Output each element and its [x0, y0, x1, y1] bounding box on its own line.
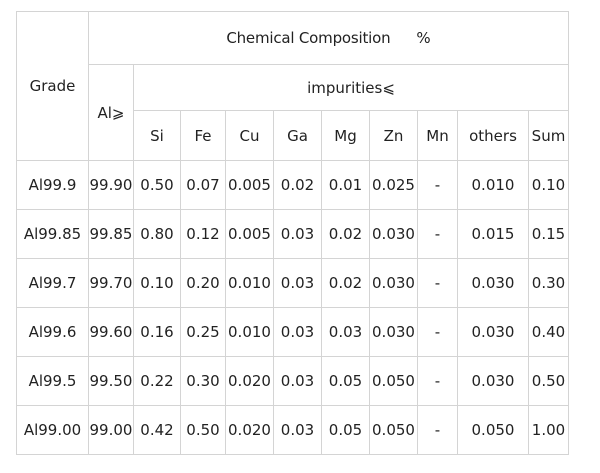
column-header-si: Si	[133, 110, 181, 161]
table-row: Al99.9 99.90 0.50 0.07 0.005 0.02 0.01 0.025-0.…	[16, 160, 569, 210]
table-row: Al99.6 99.60 0.16 0.25 0.010 0.03 0.03 0.030-0.…	[16, 307, 569, 357]
cell-sum: 0.50	[528, 356, 569, 406]
cell-cu: 0.005	[225, 209, 274, 259]
cell-ga: 0.03	[273, 307, 322, 357]
cell-zn: 0.050	[369, 405, 418, 455]
table-row: Al99.5 99.50 0.22 0.30 0.020 0.03 0.05 0.050-0.…	[16, 356, 569, 406]
column-header-ga: Ga	[273, 110, 322, 161]
cell-grade: Al99.00	[16, 405, 89, 455]
cell-grade: Al99.5	[16, 356, 89, 406]
cell-fe: 0.30	[180, 356, 226, 406]
composition-title-cell: Chemical Composition%	[88, 11, 569, 65]
cell-si: 0.10	[133, 258, 181, 308]
cell-ga: 0.03	[273, 356, 322, 406]
cell-si: 0.16	[133, 307, 181, 357]
cell-cu: 0.020	[225, 356, 274, 406]
table-body: Al99.9 99.90 0.50 0.07 0.005 0.02 0.01 0.025-0.…	[16, 160, 569, 455]
table-row: Al99.00 99.00 0.42 0.50 0.020 0.03 0.05 0.050-0…	[16, 405, 569, 455]
cell-zn: 0.030	[369, 307, 418, 357]
cell-mg: 0.01	[321, 160, 370, 210]
header-row-title: Grade Chemical Composition%	[16, 11, 569, 161]
header-row-elements: Si Fe Cu Ga Mg Zn Mn others Sum	[17, 110, 569, 161]
cell-grade: Al99.9	[16, 160, 89, 210]
composition-title: Chemical Composition	[226, 29, 391, 47]
cell-sum: 0.15	[528, 209, 569, 259]
al-header: Al⩾	[88, 64, 134, 161]
header-row-impurities: Al⩾ impurities⩽	[17, 64, 569, 161]
cell-al: 99.90	[88, 160, 134, 210]
cell-mn: -	[417, 160, 458, 210]
grade-header: Grade	[16, 11, 89, 161]
cell-sum: 0.30	[528, 258, 569, 308]
cell-ga: 0.02	[273, 160, 322, 210]
cell-others: 0.030	[457, 258, 529, 308]
impurities-header: impurities⩽	[133, 64, 569, 111]
cell-mg: 0.03	[321, 307, 370, 357]
cell-ga: 0.03	[273, 258, 322, 308]
cell-zn: 0.050	[369, 356, 418, 406]
cell-si: 0.42	[133, 405, 181, 455]
column-header-zn: Zn	[369, 110, 418, 161]
cell-al: 99.85	[88, 209, 134, 259]
cell-fe: 0.12	[180, 209, 226, 259]
cell-si: 0.50	[133, 160, 181, 210]
cell-mg: 0.05	[321, 405, 370, 455]
cell-cu: 0.010	[225, 307, 274, 357]
cell-zn: 0.030	[369, 209, 418, 259]
cell-zn: 0.025	[369, 160, 418, 210]
cell-grade: Al99.7	[16, 258, 89, 308]
cell-mn: -	[417, 258, 458, 308]
column-header-sum: Sum	[528, 110, 569, 161]
cell-mn: -	[417, 405, 458, 455]
cell-others: 0.030	[457, 356, 529, 406]
column-header-mn: Mn	[417, 110, 458, 161]
column-header-mg: Mg	[321, 110, 370, 161]
cell-al: 99.70	[88, 258, 134, 308]
cell-zn: 0.030	[369, 258, 418, 308]
column-header-cu: Cu	[225, 110, 274, 161]
cell-mn: -	[417, 356, 458, 406]
cell-mg: 0.02	[321, 258, 370, 308]
cell-al: 99.00	[88, 405, 134, 455]
cell-sum: 0.40	[528, 307, 569, 357]
cell-others: 0.010	[457, 160, 529, 210]
cell-grade: Al99.85	[16, 209, 89, 259]
cell-fe: 0.25	[180, 307, 226, 357]
cell-fe: 0.20	[180, 258, 226, 308]
cell-mg: 0.02	[321, 209, 370, 259]
cell-mn: -	[417, 307, 458, 357]
cell-si: 0.22	[133, 356, 181, 406]
cell-fe: 0.50	[180, 405, 226, 455]
column-header-fe: Fe	[180, 110, 226, 161]
cell-others: 0.015	[457, 209, 529, 259]
cell-others: 0.030	[457, 307, 529, 357]
column-header-others: others	[457, 110, 529, 161]
cell-mg: 0.05	[321, 356, 370, 406]
composition-table: Grade Chemical Composition% Al⩾ impuriti…	[16, 11, 569, 455]
cell-cu: 0.005	[225, 160, 274, 210]
cell-si: 0.80	[133, 209, 181, 259]
cell-cu: 0.010	[225, 258, 274, 308]
cell-mn: -	[417, 209, 458, 259]
cell-sum: 1.00	[528, 405, 569, 455]
cell-ga: 0.03	[273, 209, 322, 259]
cell-sum: 0.10	[528, 160, 569, 210]
table-row: Al99.7 99.70 0.10 0.20 0.010 0.03 0.02 0.030-0.…	[16, 258, 569, 308]
cell-fe: 0.07	[180, 160, 226, 210]
cell-al: 99.60	[88, 307, 134, 357]
cell-al: 99.50	[88, 356, 134, 406]
cell-grade: Al99.6	[16, 307, 89, 357]
cell-others: 0.050	[457, 405, 529, 455]
cell-ga: 0.03	[273, 405, 322, 455]
composition-unit: %	[416, 29, 431, 47]
cell-cu: 0.020	[225, 405, 274, 455]
table-row: Al99.85 99.85 0.80 0.12 0.005 0.03 0.02 0.030-0…	[16, 209, 569, 259]
